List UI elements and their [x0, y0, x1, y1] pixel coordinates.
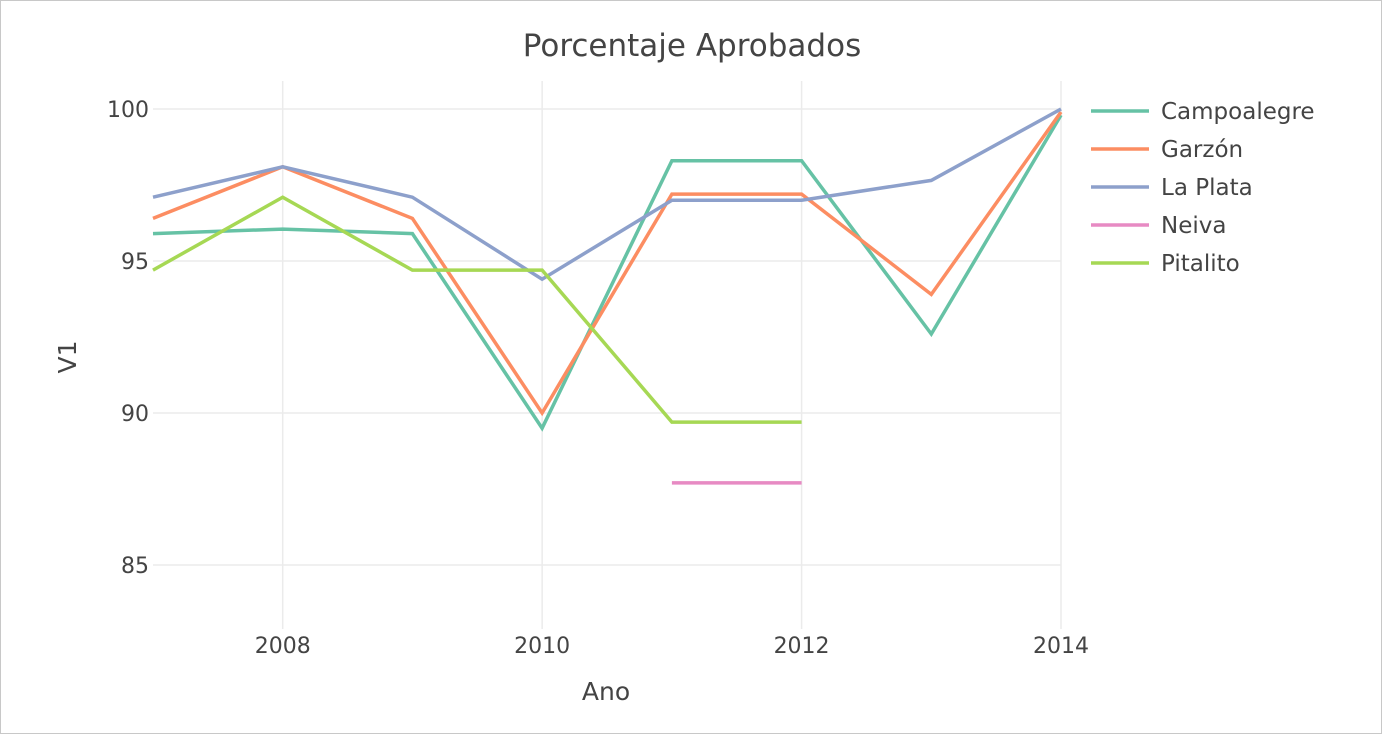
- y-tick-label: 90: [121, 402, 149, 427]
- series-line-la-plata[interactable]: [152, 107, 1062, 282]
- legend-label: Neiva: [1161, 213, 1226, 239]
- legend-item-neiva[interactable]: Neiva: [1091, 213, 1226, 239]
- y-tick-label: 95: [121, 250, 149, 275]
- legend-item-pitalito[interactable]: Pitalito: [1091, 251, 1240, 277]
- legend-item-campoalegre[interactable]: Campoalegre: [1091, 99, 1315, 125]
- chart-title: Porcentaje Aprobados: [523, 28, 861, 64]
- legend-label: Campoalegre: [1161, 99, 1315, 125]
- series-line-pitalito[interactable]: [152, 195, 802, 424]
- legend[interactable]: Campoalegre Garzón La Plata Neiva Pitalito: [1091, 99, 1315, 277]
- x-tick-label: 2010: [514, 634, 570, 659]
- x-tick-label: 2014: [1033, 634, 1089, 659]
- y-tick-label: 100: [107, 98, 149, 123]
- x-axis-title: Ano: [582, 677, 630, 706]
- legend-label: Pitalito: [1161, 251, 1240, 277]
- y-axis-title: V1: [53, 340, 82, 373]
- series-line-garzon[interactable]: [152, 110, 1063, 417]
- x-tick-label: 2012: [774, 634, 830, 659]
- legend-label: Garzón: [1161, 137, 1243, 163]
- tick-layer: 85 90 95 100 2008 2010 2012 2014: [107, 98, 1089, 659]
- x-tick-label: 2008: [255, 634, 311, 659]
- legend-label: La Plata: [1161, 175, 1253, 201]
- legend-item-garzon[interactable]: Garzón: [1091, 137, 1243, 163]
- grid-layer: [153, 81, 1062, 629]
- series-layer: [152, 107, 1063, 485]
- legend-item-la-plata[interactable]: La Plata: [1091, 175, 1253, 201]
- y-tick-label: 85: [121, 554, 149, 579]
- series-line-campoalegre[interactable]: [152, 114, 1063, 432]
